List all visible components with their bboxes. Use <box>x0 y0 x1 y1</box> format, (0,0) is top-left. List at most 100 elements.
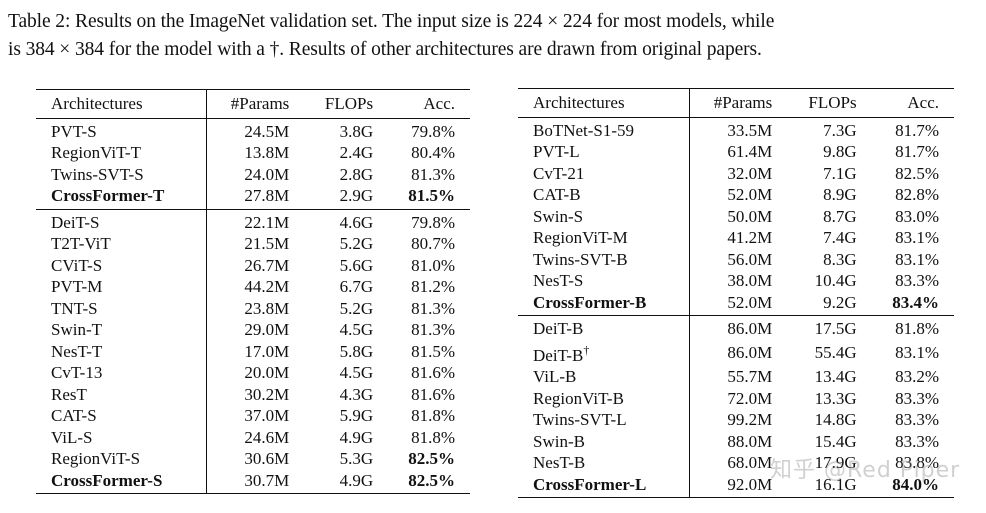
table-row: PVT-M 44.2M 6.7G 81.2% <box>36 276 470 298</box>
cell-acc: 83.3% <box>895 410 939 429</box>
cell-flops: 4.6G <box>289 208 374 233</box>
table-row: CrossFormer-S 30.7M 4.9G 82.5% <box>36 469 470 494</box>
cell-params: 86.0M <box>727 343 773 362</box>
cell-architecture: Swin-S <box>518 205 690 227</box>
cell-params: 88.0M <box>727 431 773 451</box>
cell-architecture: Twins-SVT-L <box>518 409 690 431</box>
cell-acc: 83.3% <box>895 271 939 290</box>
cell-params: 22.1M <box>206 208 290 233</box>
col-header-acc: Acc. <box>423 94 455 113</box>
cell-params: 24.6M <box>244 427 290 447</box>
table-row: PVT-S 24.5M 3.8G 79.8% <box>36 118 470 142</box>
cell-flops: 4.3G <box>339 384 374 404</box>
cell-params: 72.0M <box>727 388 773 408</box>
table-row: CvT-21 32.0M 7.1G 82.5% <box>518 162 954 184</box>
cell-architecture: DeiT-B <box>518 315 690 340</box>
cell-params: 50.0M <box>727 206 773 226</box>
table-row: Swin-B 88.0M 15.4G 83.3% <box>518 430 954 452</box>
cell-acc: 81.3% <box>411 320 455 339</box>
cell-acc: 81.6% <box>411 363 455 382</box>
cell-architecture: CvT-21 <box>518 162 690 184</box>
cell-flops: 5.2G <box>339 234 374 253</box>
table-row: ViL-B 55.7M 13.4G 83.2% <box>518 366 954 388</box>
row-group: BoTNet-S1-59 33.5M 7.3G 81.7% PVT-L 61.4M 9.8G… <box>518 117 954 316</box>
table-row: ResT 30.2M 4.3G 81.6% <box>36 383 470 405</box>
cell-flops: 10.4G <box>814 271 857 290</box>
caption-line-1: Table 2: Results on the ImageNet validat… <box>8 11 775 32</box>
results-table-left: Architectures #Params FLOPs Acc. PVT-S 24… <box>36 89 470 494</box>
cell-acc: 83.0% <box>895 206 939 226</box>
cell-acc: 81.5% <box>408 186 455 205</box>
cell-acc: 81.8% <box>856 315 954 340</box>
cell-params: 23.8M <box>244 298 290 318</box>
col-header-flops: FLOPs <box>324 94 374 113</box>
cell-params: 26.7M <box>244 255 290 275</box>
cell-params: 29.0M <box>244 320 290 339</box>
cell-flops: 8.9G <box>823 185 857 204</box>
cell-params: 24.0M <box>244 164 290 184</box>
cell-params: 38.0M <box>727 271 773 290</box>
table-row: CrossFormer-B 52.0M 9.2G 83.4% <box>518 291 954 316</box>
cell-flops: 13.3G <box>814 388 857 408</box>
table-row: RegionViT-M 41.2M 7.4G 83.1% <box>518 227 954 249</box>
cell-architecture: RegionViT-T <box>36 142 208 164</box>
cell-architecture: DeiT-S <box>36 208 208 233</box>
cell-acc: 82.5% <box>408 470 455 490</box>
cell-flops: 3.8G <box>339 121 374 141</box>
cell-acc: 83.2% <box>895 367 939 386</box>
cell-params: 41.2M <box>727 228 773 247</box>
cell-acc: 81.7% <box>895 142 939 161</box>
table-row: NesT-B 68.0M 17.9G 83.8% <box>518 452 954 474</box>
cell-acc: 83.1% <box>895 249 939 269</box>
cell-architecture: PVT-L <box>518 141 690 163</box>
cell-acc: 83.1% <box>895 228 939 247</box>
cell-acc: 82.5% <box>408 449 455 468</box>
table-row: DeiT-B 86.0M 17.5G 81.8% <box>518 315 954 340</box>
cell-architecture: CrossFormer-L <box>518 473 690 498</box>
cell-acc: 83.8% <box>895 453 939 472</box>
col-header-params: #Params <box>713 93 773 112</box>
cell-architecture: T2T-ViT <box>36 233 208 255</box>
cell-architecture: RegionViT-M <box>518 227 690 249</box>
table-row: Swin-T 29.0M 4.5G 81.3% <box>36 319 470 341</box>
cell-params: 20.0M <box>244 363 290 382</box>
table-row: T2T-ViT 21.5M 5.2G 80.7% <box>36 233 470 255</box>
cell-flops: 4.9G <box>339 470 374 490</box>
cell-acc: 81.6% <box>411 384 455 404</box>
row-group: DeiT-B 86.0M 17.5G 81.8% DeiT-B† 86.0M 55.4G 83… <box>518 315 954 498</box>
col-header-acc: Acc. <box>907 93 939 112</box>
table-row: NesT-S 38.0M 10.4G 83.3% <box>518 270 954 292</box>
cell-params: 61.4M <box>727 142 773 161</box>
cell-acc: 83.3% <box>895 388 939 408</box>
cell-architecture: DeiT-B† <box>518 339 690 366</box>
cell-architecture: NesT-S <box>518 270 690 292</box>
cell-architecture: PVT-M <box>36 276 208 298</box>
cell-architecture: ViL-S <box>36 426 208 448</box>
cell-flops: 16.1G <box>814 474 857 494</box>
table-row: Twins-SVT-L 99.2M 14.8G 83.3% <box>518 409 954 431</box>
cell-params: 13.8M <box>244 143 290 162</box>
cell-flops: 15.4G <box>814 431 857 451</box>
table-row: CAT-S 37.0M 5.9G 81.8% <box>36 405 470 427</box>
cell-architecture: CrossFormer-B <box>518 291 690 316</box>
cell-acc: 81.7% <box>895 120 939 140</box>
col-header-architectures: Architectures <box>36 89 208 118</box>
cell-architecture: TNT-S <box>36 297 208 319</box>
cell-flops: 5.2G <box>339 298 374 318</box>
cell-params: 55.7M <box>727 367 773 386</box>
col-header-params: #Params <box>230 94 290 113</box>
header-row: Architectures #Params FLOPs Acc. <box>518 88 954 117</box>
table-row: CAT-B 52.0M 8.9G 82.8% <box>518 184 954 206</box>
cell-params: 21.5M <box>244 234 290 253</box>
cell-architecture: NesT-T <box>36 340 208 362</box>
table-row: CvT-13 20.0M 4.5G 81.6% <box>36 362 470 384</box>
cell-architecture: Twins-SVT-B <box>518 248 690 270</box>
table-row: Swin-S 50.0M 8.7G 83.0% <box>518 205 954 227</box>
results-table-right: Architectures #Params FLOPs Acc. BoTNet-… <box>518 88 954 498</box>
table-row: PVT-L 61.4M 9.8G 81.7% <box>518 141 954 163</box>
cell-flops: 8.3G <box>823 249 857 269</box>
cell-architecture: ResT <box>36 383 208 405</box>
cell-flops: 5.3G <box>339 449 374 468</box>
cell-architecture: CvT-13 <box>36 362 208 384</box>
table-row: RegionViT-S 30.6M 5.3G 82.5% <box>36 448 470 470</box>
